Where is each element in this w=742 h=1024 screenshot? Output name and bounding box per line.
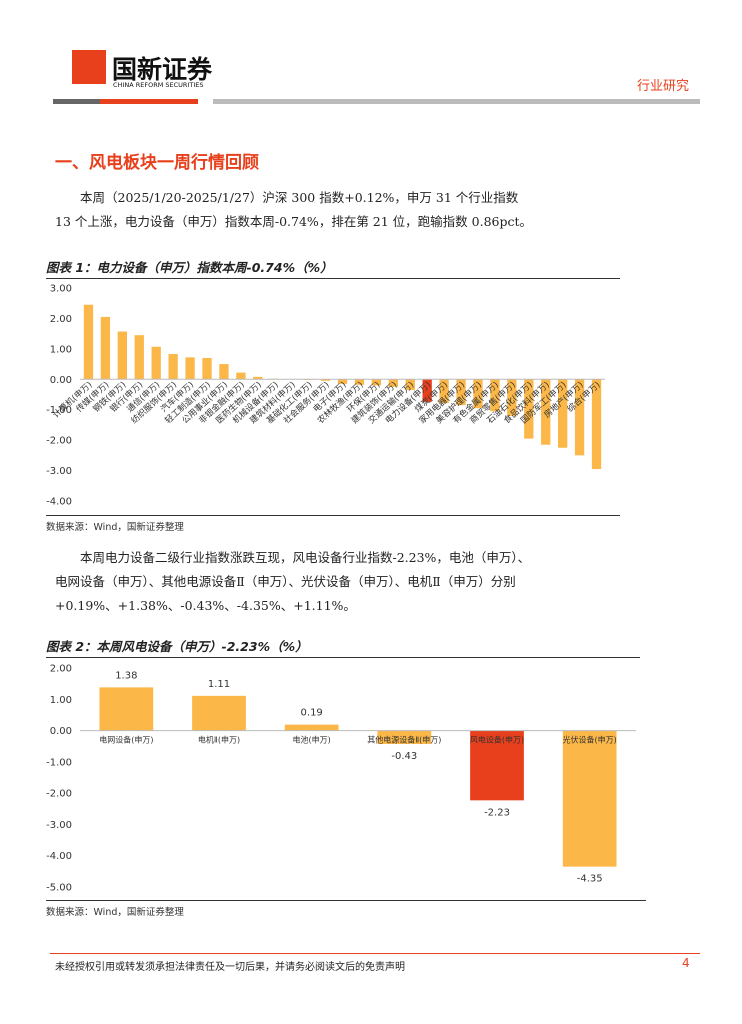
- x-tick-label: 电池(申万): [293, 735, 331, 745]
- y-tick-label: -1.00: [46, 405, 72, 416]
- disclaimer: 未经授权引用或转发须承担法律责任及一切后果，并请务必阅读文后的免责声明: [55, 962, 405, 973]
- y-tick-label: -2.00: [46, 789, 72, 800]
- value-label: -4.35: [577, 874, 603, 885]
- bar: [439, 379, 449, 404]
- x-tick-label: 电网设备(申万): [99, 735, 153, 745]
- value-label: 1.38: [115, 670, 137, 681]
- header-bar: [53, 99, 100, 104]
- bar: [490, 379, 500, 412]
- chart: 2.00 1.00 0.00 -1.00 -2.00 -3.00 -4.00 -5.00 1.3…: [46, 664, 636, 894]
- source: 数据来源：Wind，国新证券整理: [46, 907, 184, 918]
- bar: [562, 730, 617, 867]
- y-tick-label: -4.00: [46, 851, 72, 862]
- bar: [99, 687, 154, 731]
- paragraph: 本周（2025/1/20-2025/1/27）沪深 300 指数+0.12%，申…: [55, 190, 532, 229]
- bar: [354, 379, 365, 385]
- x-tick-label: 电机Ⅱ(申万): [198, 735, 240, 745]
- y-tick-label: -4.00: [46, 497, 72, 508]
- header-bar: [100, 99, 198, 104]
- bar: [388, 379, 398, 387]
- bar: [377, 730, 432, 745]
- y-tick-label: -1.00: [46, 757, 72, 768]
- footer-line: [50, 953, 700, 954]
- value-label: 0.19: [301, 708, 323, 719]
- value-label: -0.43: [391, 751, 417, 762]
- x-tick-label: 光伏设备(申万): [563, 735, 617, 745]
- bar: [168, 354, 178, 380]
- y-tick-label: -3.00: [46, 466, 72, 477]
- bar: [337, 379, 348, 384]
- bar: [591, 379, 602, 470]
- y-tick-label: 0.00: [50, 726, 72, 737]
- section-title: 一、风电板块一周行情回顾: [55, 153, 259, 173]
- bar: [405, 379, 415, 390]
- bar: [284, 724, 339, 731]
- y-tick-label: 2.00: [50, 314, 72, 325]
- y-tick-label: 0.00: [50, 375, 72, 386]
- logo-name: 国新证券: [112, 55, 213, 84]
- x-tick-label: 风电设备(申万): [470, 735, 524, 745]
- value-label: -2.23: [484, 807, 510, 818]
- divider: [46, 900, 646, 901]
- bar: [83, 304, 94, 380]
- y-tick-label: 1.00: [50, 344, 72, 355]
- bar: [574, 379, 585, 456]
- y-tick-label: -5.00: [46, 883, 72, 894]
- bar: [456, 379, 466, 406]
- bar: [117, 331, 127, 380]
- bar: [236, 372, 246, 380]
- report-category: 行业研究: [637, 79, 690, 94]
- source: 数据来源：Wind，国新证券整理: [46, 522, 184, 533]
- x-tick-label: 其他电源设备Ⅱ(申万): [367, 735, 441, 745]
- bar: [100, 316, 111, 380]
- bar: [371, 379, 382, 386]
- bar: [134, 335, 144, 380]
- value-label: 1.11: [208, 679, 230, 690]
- header-bar: [213, 99, 700, 104]
- chart-title: 图表 2：本周风电设备（申万）-2.23%（%）: [46, 636, 640, 658]
- bar: [185, 357, 195, 380]
- bar: [253, 376, 263, 380]
- y-tick-label: -3.00: [46, 820, 72, 831]
- bar: [202, 357, 212, 380]
- bar: [320, 379, 331, 381]
- logo-subtitle: CHINA REFORM SECURITIES: [113, 81, 204, 89]
- chart-title: 图表 1：电力设备（申万）指数本周-0.74%（%）: [46, 257, 620, 279]
- y-tick-label: 2.00: [50, 664, 72, 675]
- bar: [192, 695, 246, 731]
- bar: [507, 379, 517, 416]
- paragraph: 本周电力设备二级行业指数涨跌互现，风电设备行业指数-2.23%，电池（申万）、电…: [55, 550, 531, 613]
- bar: [473, 379, 483, 409]
- bar: [470, 730, 524, 801]
- bar: [219, 364, 229, 380]
- chart: 3.002.001.000.00-1.00-2.00-3.00-4.00计算机(…: [46, 284, 605, 508]
- bar: [422, 379, 432, 402]
- page-number: 4: [682, 956, 690, 970]
- y-tick-label: -2.00: [46, 436, 72, 447]
- bar: [558, 379, 568, 448]
- divider: [46, 515, 620, 516]
- y-tick-label: 1.00: [50, 695, 72, 706]
- logo-icon: [72, 50, 106, 84]
- bar: [151, 346, 161, 380]
- y-tick-label: 3.00: [50, 284, 72, 295]
- bar: [541, 379, 551, 445]
- bar: [524, 379, 534, 439]
